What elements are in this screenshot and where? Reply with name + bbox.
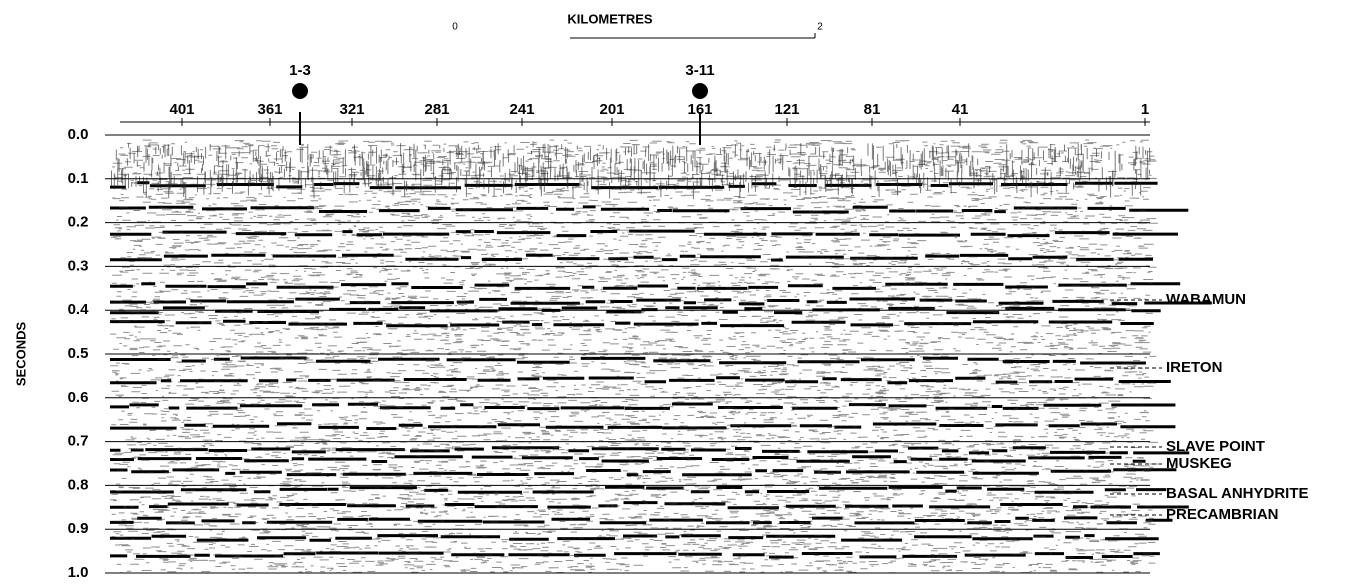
shotpoint-label: 201 (599, 101, 624, 118)
y-tick-label: 1.0 (68, 564, 89, 581)
noise (110, 139, 1160, 574)
shotpoint-label: 401 (169, 101, 194, 118)
well-symbol (692, 83, 708, 99)
shotpoint-label: 81 (864, 101, 881, 118)
y-tick-label: 0.3 (68, 257, 89, 274)
shotpoint-label: 41 (952, 101, 969, 118)
shotpoint-label: 121 (774, 101, 799, 118)
shotpoint-label: 161 (687, 101, 712, 118)
scale-start: 0 (452, 22, 458, 33)
horizon-label: IRETON (1166, 359, 1222, 376)
well-symbol (292, 83, 308, 99)
y-tick-label: 0.0 (68, 126, 89, 143)
y-axis-label: SECONDS (13, 322, 28, 387)
horizon-label: SLAVE POINT (1166, 438, 1265, 455)
horizon-label: BASAL ANHYDRITE (1166, 485, 1309, 502)
horizon-label: MUSKEG (1166, 455, 1232, 472)
y-tick-label: 0.6 (68, 389, 89, 406)
seismic-texture (110, 139, 1212, 574)
shotpoint-label: 281 (424, 101, 449, 118)
near-surface-noise (111, 143, 1151, 200)
y-tick-label: 0.9 (68, 520, 89, 537)
shotpoint-label: 361 (257, 101, 282, 118)
well-label: 1-3 (289, 62, 311, 79)
y-tick-label: 0.1 (68, 170, 89, 187)
scale-end: 2 (817, 22, 823, 33)
scale-title: KILOMETRES (567, 11, 653, 26)
horizon-label: WABAMUN (1166, 291, 1246, 308)
horizon-label: PRECAMBRIAN (1166, 506, 1279, 523)
y-tick-label: 0.5 (68, 345, 89, 362)
well-label: 3-11 (685, 62, 714, 79)
y-tick-label: 0.2 (68, 214, 89, 231)
y-tick-label: 0.4 (68, 301, 90, 318)
shotpoint-label: 241 (509, 101, 534, 118)
shotpoint-label: 1 (1141, 101, 1149, 118)
y-tick-label: 0.8 (68, 476, 89, 493)
y-tick-label: 0.7 (68, 433, 89, 450)
shotpoint-label: 321 (339, 101, 364, 118)
